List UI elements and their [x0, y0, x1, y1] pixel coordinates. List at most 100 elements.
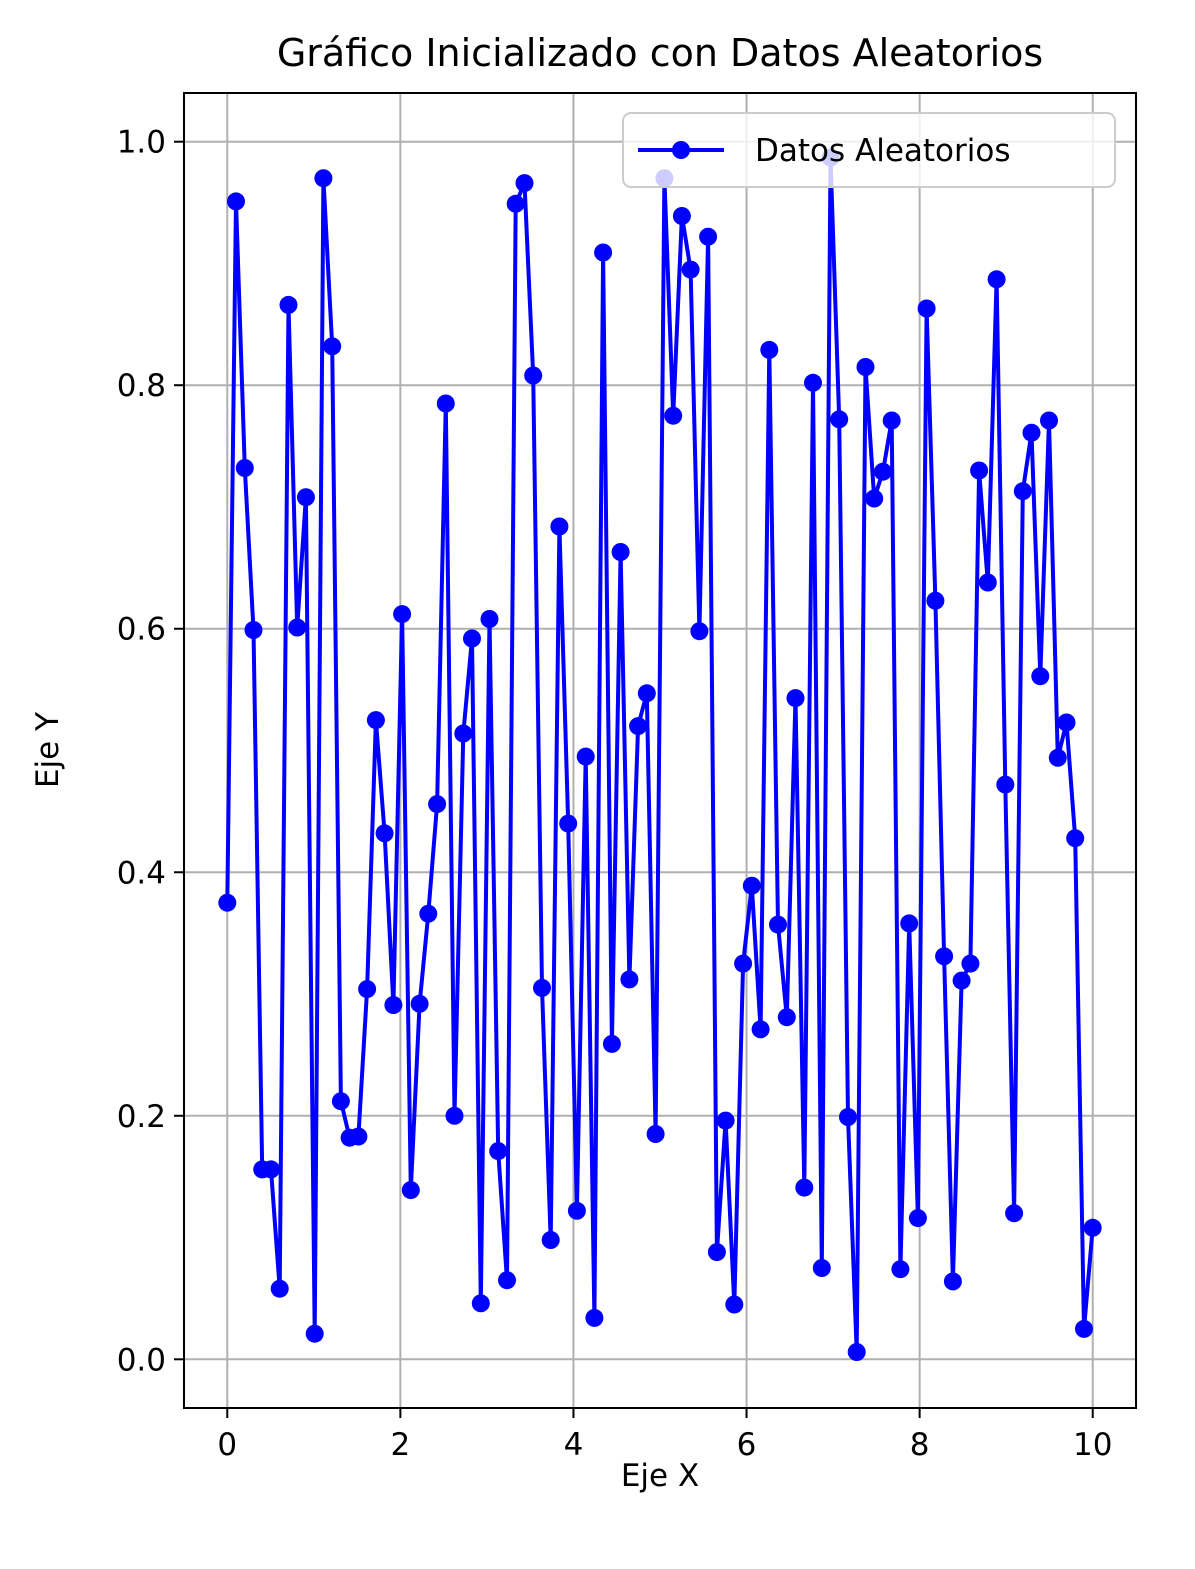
data-point	[227, 192, 245, 211]
data-point	[699, 227, 718, 246]
data-point	[375, 824, 394, 843]
data-point	[576, 747, 595, 766]
data-point	[786, 689, 805, 708]
x-tick-label: 10	[1073, 1427, 1112, 1463]
y-tick-label: 0.6	[117, 612, 166, 648]
data-point	[1022, 423, 1041, 442]
data-point	[314, 169, 333, 188]
legend-box	[622, 112, 1116, 188]
data-point	[533, 978, 551, 997]
data-point	[637, 684, 656, 703]
data-point	[401, 1181, 420, 1200]
x-tick-label: 6	[737, 1427, 757, 1463]
data-point	[1013, 482, 1032, 501]
series-line	[225, 155, 1095, 1354]
data-point	[856, 358, 875, 376]
y-tick-label: 0.2	[117, 1099, 166, 1135]
y-tick-label: 0.8	[117, 368, 166, 404]
data-point	[244, 621, 263, 639]
data-point	[943, 1272, 962, 1291]
data-point	[873, 462, 892, 481]
tick-marks: 0 2 4 6 8 10 0.0 0.2 0.4 0.6 0.8 1.0	[117, 125, 1113, 1463]
data-point	[847, 1343, 866, 1361]
data-point	[742, 876, 761, 895]
data-point	[1066, 829, 1085, 848]
data-point	[218, 893, 237, 912]
legend-marker-swatch	[672, 141, 690, 159]
data-point	[917, 299, 936, 318]
data-point	[366, 711, 385, 730]
data-point	[795, 1178, 814, 1197]
data-point	[900, 914, 919, 933]
data-point	[611, 543, 630, 561]
data-point	[672, 207, 691, 225]
chart-title: Gráfico Inicializado con Datos Aleatorio…	[277, 31, 1043, 75]
data-point	[1040, 411, 1058, 430]
x-tick-label: 8	[910, 1427, 930, 1463]
data-point	[1057, 713, 1076, 732]
data-point	[463, 629, 481, 648]
data-point	[812, 1259, 831, 1277]
plot-frame	[183, 92, 1137, 1409]
data-point	[419, 904, 438, 923]
data-point	[349, 1127, 368, 1146]
data-point	[681, 260, 700, 279]
data-point	[331, 1092, 350, 1111]
data-point	[629, 717, 648, 736]
data-point	[751, 1020, 770, 1039]
data-point	[594, 243, 613, 262]
data-point	[769, 915, 787, 934]
data-point	[987, 270, 1006, 289]
data-point	[436, 394, 455, 413]
data-point	[358, 980, 377, 999]
data-point	[471, 1294, 490, 1313]
series-layer	[218, 148, 1102, 1361]
data-point	[935, 947, 954, 966]
data-point	[865, 489, 884, 508]
data-point	[882, 411, 901, 430]
data-point	[524, 366, 543, 385]
data-point	[716, 1111, 735, 1130]
legend: Datos Aleatorios	[622, 112, 1116, 188]
data-point	[498, 1271, 516, 1290]
data-point	[235, 459, 254, 477]
data-point	[996, 775, 1015, 794]
data-point	[891, 1260, 910, 1279]
data-point	[550, 517, 569, 536]
data-point	[1075, 1319, 1093, 1338]
x-axis-label: Eje X	[621, 1458, 699, 1494]
data-point	[454, 724, 473, 743]
data-point	[908, 1209, 927, 1228]
data-point	[506, 194, 525, 213]
y-tick-label: 1.0	[117, 125, 166, 161]
data-point	[839, 1108, 857, 1126]
data-point	[1031, 667, 1050, 686]
data-point	[515, 174, 534, 193]
x-tick-label: 0	[217, 1427, 237, 1463]
data-point	[602, 1034, 621, 1053]
data-point	[480, 610, 499, 628]
data-point	[690, 622, 709, 641]
data-point	[978, 573, 997, 592]
data-point	[1048, 748, 1067, 767]
data-point	[961, 954, 980, 973]
data-point	[262, 1160, 280, 1179]
data-point	[393, 605, 412, 624]
data-point	[777, 1008, 796, 1027]
data-point	[559, 814, 578, 833]
data-point	[428, 795, 447, 814]
data-point	[970, 461, 989, 480]
data-point	[288, 618, 307, 637]
data-point	[664, 406, 683, 425]
data-point	[410, 994, 429, 1013]
data-point	[279, 295, 298, 314]
data-point	[445, 1106, 464, 1125]
data-point	[734, 954, 753, 973]
data-point	[707, 1243, 726, 1262]
data-point	[646, 1125, 665, 1143]
data-point	[1083, 1218, 1102, 1237]
data-point	[804, 373, 822, 392]
y-tick-label: 0.4	[117, 855, 166, 891]
data-point	[926, 591, 945, 610]
y-axis-label: Eje Y	[30, 712, 66, 788]
